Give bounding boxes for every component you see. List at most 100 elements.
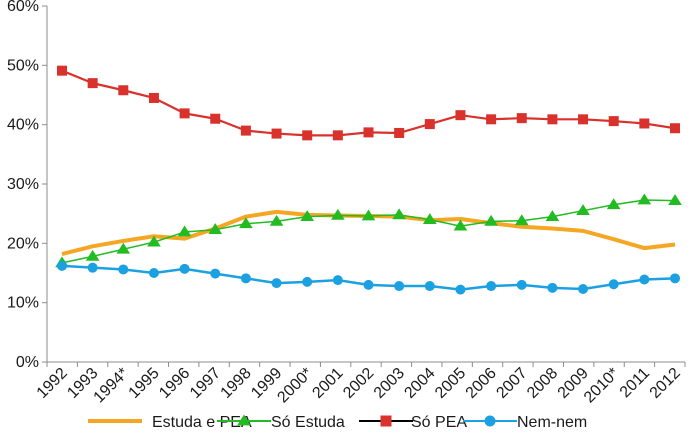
data-point <box>484 214 498 226</box>
data-point <box>486 114 497 125</box>
data-point <box>453 219 468 231</box>
data-point <box>271 128 282 139</box>
legend-label: Estuda e PEA <box>152 414 252 431</box>
y-tick-label: 30% <box>7 176 39 193</box>
data-point <box>57 260 67 271</box>
data-point <box>670 123 680 134</box>
data-point <box>516 279 527 290</box>
x-tick-label: 2007 <box>493 365 530 402</box>
legend-marker <box>237 414 251 426</box>
data-point <box>578 114 589 125</box>
data-point <box>87 78 98 89</box>
data-point <box>57 65 67 76</box>
data-point <box>271 278 282 289</box>
data-point <box>118 264 129 275</box>
data-point <box>608 279 619 290</box>
data-point <box>424 281 435 292</box>
series-line <box>61 69 676 137</box>
legend-label: Só Estuda <box>271 414 345 431</box>
legend-marker <box>484 415 496 427</box>
series-layer <box>55 65 682 295</box>
x-tick-label: 2003 <box>371 365 408 402</box>
x-tick-label: 2000* <box>274 365 316 407</box>
x-tick-label: 1996 <box>156 365 193 402</box>
data-point <box>118 85 129 96</box>
data-point <box>208 223 223 235</box>
x-tick-label: 1997 <box>187 365 224 402</box>
data-point <box>668 194 682 205</box>
legend-marker <box>380 415 392 427</box>
data-point <box>116 242 131 254</box>
x-tick-label: 2010* <box>581 365 623 407</box>
data-point <box>424 119 435 130</box>
data-point <box>455 284 466 295</box>
data-point <box>300 210 315 221</box>
x-tick-label: 2005 <box>432 365 469 402</box>
x-tick-label: 2002 <box>340 365 377 402</box>
data-point <box>361 209 376 221</box>
data-point <box>269 214 284 226</box>
y-tick-label: 10% <box>7 295 39 312</box>
legend-label: Nem-nem <box>517 414 587 431</box>
data-point <box>85 249 100 261</box>
data-point <box>302 130 313 141</box>
data-point <box>422 213 437 224</box>
data-point <box>87 262 98 273</box>
data-point <box>639 274 650 285</box>
data-point <box>486 281 497 292</box>
data-point <box>363 279 374 290</box>
y-tick-label: 60% <box>7 0 39 15</box>
data-point <box>394 281 405 292</box>
data-point <box>148 268 159 278</box>
x-tick-label: 1998 <box>218 365 255 402</box>
data-point <box>239 217 253 229</box>
data-point <box>545 210 560 221</box>
data-point <box>332 130 343 141</box>
x-tick-label: 1992 <box>34 365 71 402</box>
data-point <box>576 204 590 216</box>
data-point <box>578 284 589 295</box>
data-point <box>179 263 190 274</box>
data-point <box>516 113 527 124</box>
series-nem-nem <box>57 260 680 295</box>
y-axis: 0% 10% 20% 30% 40% 50% 60% <box>7 0 48 371</box>
data-point <box>210 113 221 124</box>
data-point <box>210 268 221 279</box>
legend: Estuda e PEA Só Estuda Só PEA Nem-nem <box>88 414 587 431</box>
data-point <box>394 127 405 138</box>
data-point <box>332 275 343 286</box>
data-point <box>392 208 406 220</box>
series-s-estuda <box>55 193 682 268</box>
data-point <box>514 214 529 226</box>
y-tick-label: 0% <box>16 354 39 371</box>
x-tick-label: 2011 <box>617 365 653 401</box>
data-point <box>148 92 159 103</box>
x-tick-label: 1994* <box>91 365 133 407</box>
legend-item: Estuda e PEA <box>88 414 252 431</box>
data-point <box>331 208 345 220</box>
y-tick-label: 50% <box>7 57 39 74</box>
data-point <box>302 276 313 287</box>
data-point <box>639 118 650 129</box>
x-axis: 199219931994*199519961997199819992000*20… <box>34 361 686 407</box>
data-point <box>608 116 619 127</box>
legend-item: Só Estuda <box>217 414 345 431</box>
x-tick-label: 2012 <box>647 365 684 402</box>
x-tick-label: 1995 <box>126 365 163 402</box>
legend-item: Nem-nem <box>463 414 587 431</box>
data-point <box>240 125 251 136</box>
x-tick-label: 2004 <box>401 365 438 402</box>
data-point <box>606 198 621 210</box>
data-point <box>547 282 558 293</box>
series-s-pea <box>57 65 680 141</box>
data-point <box>179 108 190 119</box>
y-tick-label: 20% <box>7 235 39 252</box>
data-point <box>455 110 466 121</box>
data-point <box>637 193 652 205</box>
data-point <box>177 225 192 237</box>
data-point <box>240 273 251 284</box>
x-tick-label: 2006 <box>463 365 500 402</box>
data-point <box>547 114 558 125</box>
